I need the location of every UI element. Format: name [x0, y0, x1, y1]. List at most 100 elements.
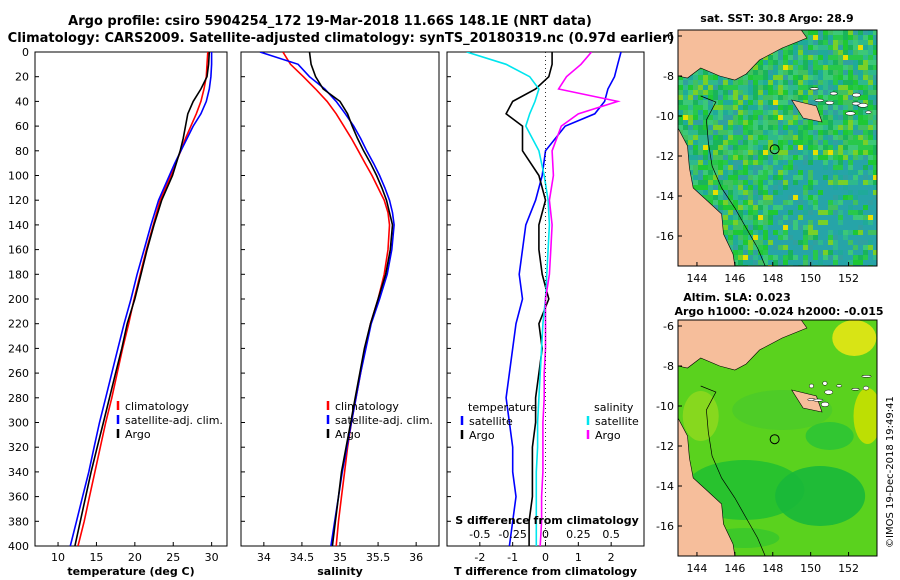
sst-cell [718, 140, 723, 145]
series-group [466, 52, 622, 546]
sst-cell [873, 245, 877, 250]
sst-cell [758, 145, 763, 150]
sst-cell [833, 210, 838, 215]
sst-cell [768, 115, 773, 120]
sst-cell [813, 90, 818, 95]
sst-cell [843, 255, 848, 260]
sst-cell [698, 110, 703, 115]
sst-cell [843, 75, 848, 80]
sst-cell [823, 215, 828, 220]
sst-cell [823, 65, 828, 70]
sst-cell [798, 210, 803, 215]
sst-cell [698, 155, 703, 160]
sst-cell [858, 235, 863, 240]
sst-cell [698, 140, 703, 145]
sst-cell [758, 60, 763, 65]
sst-cell [823, 155, 828, 160]
sst-cell [758, 215, 763, 220]
sst-cell [868, 130, 873, 135]
sst-cell [758, 95, 763, 100]
sst-cell [833, 55, 838, 60]
sst-cell [738, 150, 743, 155]
sst-cell [768, 205, 773, 210]
sst-cell [823, 135, 828, 140]
sst-cell [858, 240, 863, 245]
sst-cell [853, 230, 858, 235]
sst-cell [753, 65, 758, 70]
sst-cell [798, 60, 803, 65]
sst-cell [813, 125, 818, 130]
sst-cell [848, 165, 853, 170]
sst-cell [843, 85, 848, 90]
sst-cell [733, 230, 738, 235]
sst-cell [808, 190, 813, 195]
sst-cell [798, 135, 803, 140]
sst-cell [733, 190, 738, 195]
sst-cell [833, 165, 838, 170]
sst-cell [868, 180, 873, 185]
sst-cell [708, 85, 713, 90]
sst-cell [728, 225, 733, 230]
sst-cell [778, 175, 783, 180]
sst-cell [838, 45, 843, 50]
sst-cell [728, 230, 733, 235]
map-lat-label: -12 [656, 150, 674, 163]
sst-cell [863, 240, 868, 245]
sst-cell [823, 55, 828, 60]
sst-cell [773, 260, 778, 265]
sst-cell [783, 80, 788, 85]
sst-cell [713, 155, 718, 160]
sst-cell [838, 105, 843, 110]
x-axis-label: T difference from climatology [454, 565, 637, 578]
sst-cell [733, 165, 738, 170]
sst-cell [858, 40, 863, 45]
argo-float-marker [769, 144, 780, 155]
sst-cell [848, 170, 853, 175]
sst-cell [698, 145, 703, 150]
map-lat-label: -6 [663, 320, 674, 333]
sst-cell [713, 150, 718, 155]
sst-cell [798, 130, 803, 135]
sst-cell [803, 100, 808, 105]
sst-cell [858, 215, 863, 220]
sst-cell [828, 200, 833, 205]
sst-cell [848, 180, 853, 185]
sst-cell [728, 245, 733, 250]
sst-cell [778, 225, 783, 230]
sst-cell [783, 60, 788, 65]
sst-cell [848, 70, 853, 75]
sst-cell [743, 245, 748, 250]
sst-cell [693, 135, 698, 140]
sst-cell [838, 185, 843, 190]
sst-cell [863, 255, 868, 260]
sst-cell [743, 195, 748, 200]
sst-cell [813, 165, 818, 170]
sst-cell [773, 90, 778, 95]
sst-cell [793, 230, 798, 235]
sst-cell [733, 250, 738, 255]
sst-cell [793, 85, 798, 90]
sst-cell [733, 155, 738, 160]
sst-cell [698, 180, 703, 185]
sst-cell [793, 215, 798, 220]
sst-cell [773, 205, 778, 210]
sst-cell [743, 205, 748, 210]
sst-cell [803, 60, 808, 65]
sst-cell [768, 140, 773, 145]
sst-cell [693, 145, 698, 150]
legend-label: climatology [335, 400, 399, 413]
temperature-panel: 0204060801001201401601802002202402602803… [8, 46, 228, 578]
sst-cell [843, 120, 848, 125]
sst-cell [738, 130, 743, 135]
sst-cell [763, 190, 768, 195]
sst-cell [733, 130, 738, 135]
sst-cell [823, 240, 828, 245]
sst-cell [748, 160, 753, 165]
sst-cell [708, 160, 713, 165]
sst-cell [743, 95, 748, 100]
sst-cell [843, 35, 848, 40]
s-diff-tick-label: -0.25 [498, 528, 526, 541]
land-australia [678, 417, 736, 556]
sst-cell [728, 120, 733, 125]
